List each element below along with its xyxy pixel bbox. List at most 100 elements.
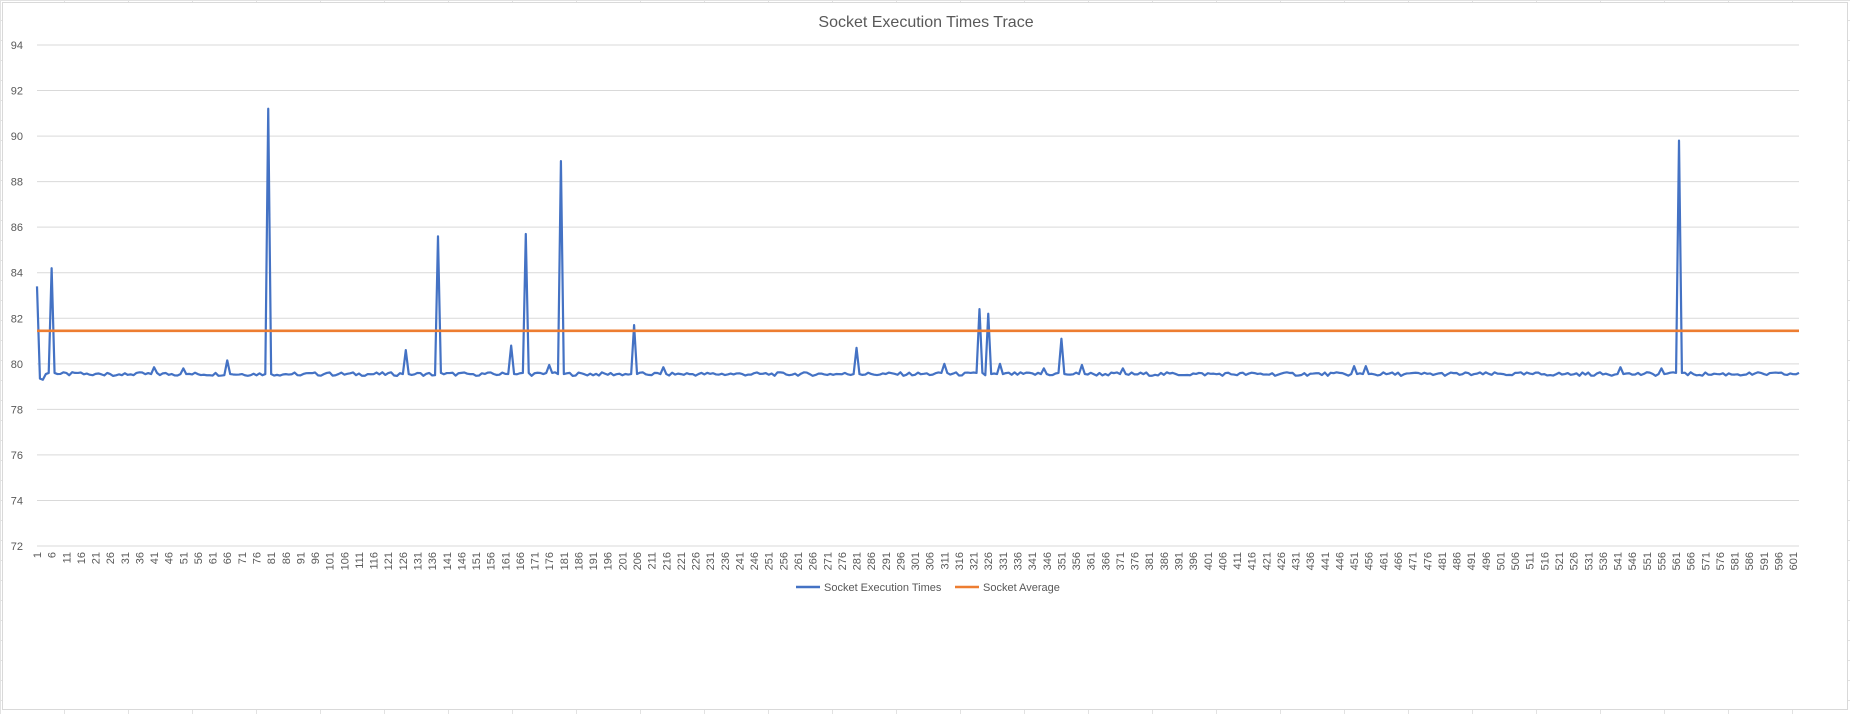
x-tick-label: 566 (1686, 552, 1698, 570)
legend-label: Socket Average (983, 582, 1060, 594)
x-tick-label: 321 (969, 552, 981, 570)
x-tick-label: 401 (1203, 552, 1215, 570)
x-tick-label: 496 (1481, 552, 1493, 570)
y-tick-label: 90 (11, 131, 23, 143)
x-tick-label: 551 (1642, 552, 1654, 570)
x-tick-label: 296 (895, 552, 907, 570)
x-tick-label: 211 (647, 552, 659, 570)
x-tick-label: 546 (1627, 552, 1639, 570)
x-tick-label: 411 (1232, 552, 1244, 570)
x-tick-label: 431 (1291, 552, 1303, 570)
x-tick-label: 206 (632, 552, 644, 570)
x-tick-label: 576 (1715, 552, 1727, 570)
x-tick-label: 421 (1261, 552, 1273, 570)
x-tick-label: 381 (1144, 552, 1156, 570)
x-tick-label: 536 (1598, 552, 1610, 570)
x-tick-label: 591 (1759, 552, 1771, 570)
x-tick-label: 111 (354, 552, 366, 569)
x-tick-label: 131 (412, 552, 424, 570)
x-tick-label: 56 (193, 552, 205, 564)
x-tick-label: 511 (1525, 552, 1537, 570)
legend[interactable]: Socket Execution Times Socket Average (796, 582, 1060, 594)
y-tick-label: 72 (11, 541, 23, 553)
x-tick-label: 101 (325, 552, 337, 570)
x-tick-label: 326 (983, 552, 995, 570)
x-tick-label: 361 (1086, 552, 1098, 570)
x-tick-label: 391 (1173, 552, 1185, 570)
x-tick-label: 51 (178, 552, 190, 564)
series-socket-execution-times-line[interactable] (35, 107, 1800, 381)
x-tick-label: 76 (252, 552, 264, 564)
x-tick-label: 166 (515, 552, 527, 570)
x-tick-label: 376 (1130, 552, 1142, 570)
y-tick-label: 92 (11, 86, 23, 98)
x-tick-label: 271 (822, 552, 834, 570)
x-tick-label: 286 (866, 552, 878, 570)
x-tick-label: 506 (1510, 552, 1522, 570)
x-tick-label: 96 (310, 552, 322, 564)
x-tick-label: 151 (471, 552, 483, 570)
x-tick-label: 91 (295, 552, 307, 564)
x-tick-label: 571 (1700, 552, 1712, 570)
x-tick-label: 181 (559, 552, 571, 570)
y-tick-label: 74 (11, 495, 23, 507)
x-tick-label: 86 (281, 552, 293, 564)
y-tick-label: 78 (11, 404, 23, 416)
x-tick-label: 516 (1539, 552, 1551, 570)
x-tick-label: 526 (1569, 552, 1581, 570)
x-tick-label: 266 (808, 552, 820, 570)
y-tick-label: 80 (11, 359, 23, 371)
x-tick-label: 491 (1466, 552, 1478, 570)
y-tick-label: 76 (11, 450, 23, 462)
x-tick-label: 196 (603, 552, 615, 570)
x-tick-label: 346 (1042, 552, 1054, 570)
x-tick-label: 351 (1056, 552, 1068, 570)
x-tick-label: 126 (398, 552, 410, 570)
x-tick-label: 36 (134, 552, 146, 564)
x-tick-label: 236 (720, 552, 732, 570)
x-tick-label: 31 (120, 552, 132, 564)
y-tick-label: 82 (11, 313, 23, 325)
gridlines (37, 44, 1799, 547)
x-tick-label: 406 (1217, 552, 1229, 570)
x-tick-label: 11 (61, 552, 73, 563)
x-tick-label: 216 (661, 552, 673, 570)
y-tick-label: 94 (11, 40, 23, 52)
x-tick-label: 221 (676, 552, 688, 570)
x-tick-label: 556 (1656, 552, 1668, 570)
x-tick-label: 311 (939, 552, 951, 570)
x-tick-label: 121 (383, 552, 395, 570)
x-tick-label: 26 (105, 552, 117, 564)
x-tick-label: 461 (1378, 552, 1390, 570)
x-tick-label: 191 (588, 552, 600, 570)
x-tick-label: 596 (1774, 552, 1786, 570)
x-tick-label: 106 (339, 552, 351, 570)
x-tick-label: 226 (691, 552, 703, 570)
y-axis: 72 74 76 78 80 82 84 86 88 90 92 94 (11, 40, 23, 553)
x-tick-label: 231 (705, 552, 717, 570)
x-tick-label: 476 (1422, 552, 1434, 570)
x-tick-label: 446 (1334, 552, 1346, 570)
x-tick-label: 201 (617, 552, 629, 570)
x-tick-label: 21 (91, 552, 103, 564)
x-tick-label: 71 (237, 552, 249, 564)
x-tick-label: 441 (1320, 552, 1332, 570)
x-tick-label: 186 (573, 552, 585, 570)
x-tick-label: 156 (486, 552, 498, 570)
x-tick-label: 371 (1115, 552, 1127, 570)
x-tick-label: 366 (1100, 552, 1112, 570)
x-tick-label: 246 (749, 552, 761, 570)
x-tick-label: 531 (1583, 552, 1595, 570)
x-axis: 1 6 11 16 21 26 31 36 41 46 51 56 61 66 71 76 81 86 91 96 10… (32, 545, 1800, 570)
y-tick-label: 86 (11, 222, 23, 234)
line-chart: Socket Execution Times Trace 72 74 76 78 80 8… (11, 14, 1800, 594)
x-tick-label: 456 (1364, 552, 1376, 570)
x-tick-label: 426 (1276, 552, 1288, 570)
x-tick-label: 356 (1071, 552, 1083, 570)
x-tick-label: 581 (1730, 552, 1742, 570)
x-tick-label: 41 (149, 552, 161, 564)
x-tick-label: 601 (1788, 552, 1800, 570)
x-tick-label: 331 (998, 552, 1010, 570)
